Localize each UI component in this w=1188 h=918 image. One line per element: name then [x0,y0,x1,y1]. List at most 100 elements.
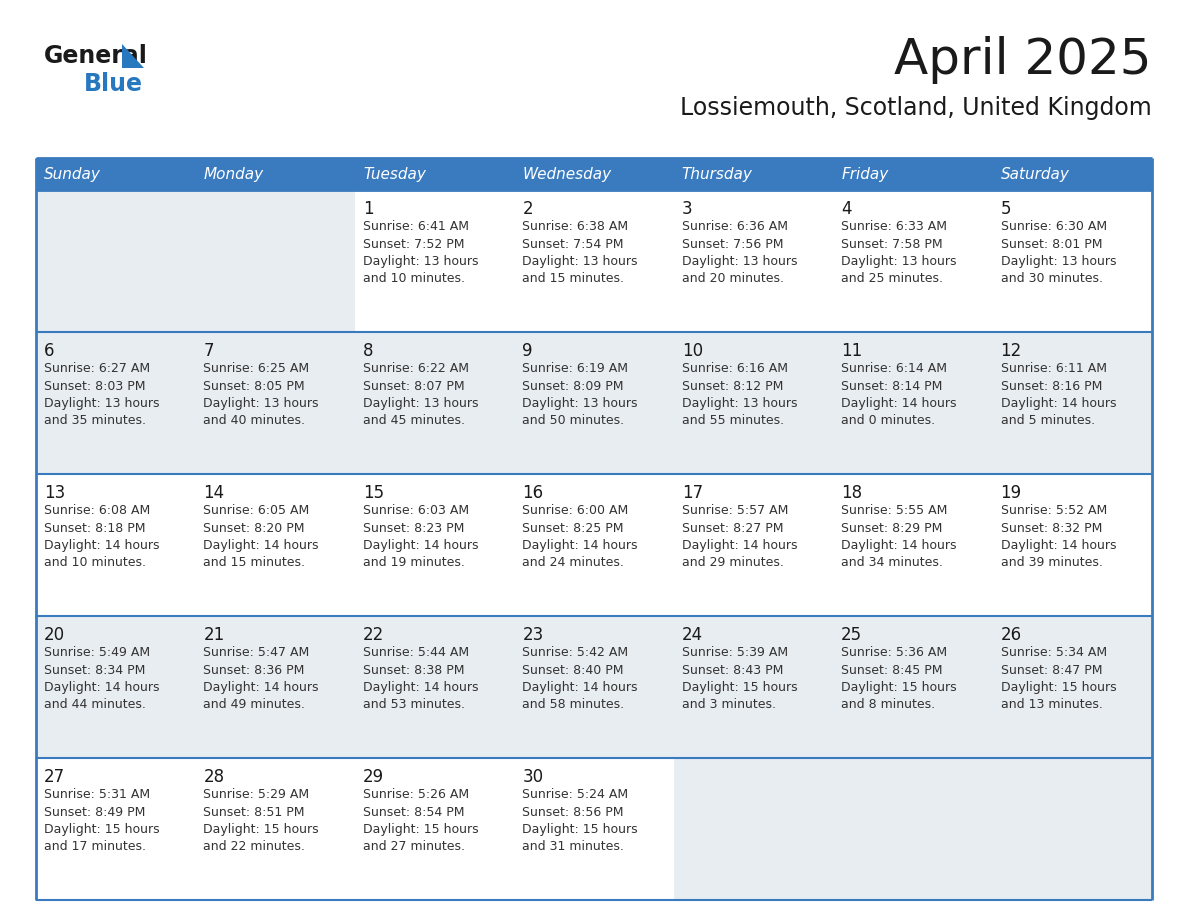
Text: Daylight: 13 hours: Daylight: 13 hours [523,255,638,268]
Text: Sunrise: 6:33 AM: Sunrise: 6:33 AM [841,220,947,233]
Text: and 31 minutes.: and 31 minutes. [523,841,624,854]
Bar [992,616,1152,758]
Text: Sunrise: 6:03 AM: Sunrise: 6:03 AM [362,504,469,517]
Text: Sunrise: 6:08 AM: Sunrise: 6:08 AM [44,504,150,517]
Text: 19: 19 [1000,484,1022,502]
Text: Daylight: 13 hours: Daylight: 13 hours [682,255,797,268]
Text: Sunrise: 5:49 AM: Sunrise: 5:49 AM [44,646,150,659]
Text: Friday: Friday [841,166,889,182]
Text: 11: 11 [841,342,862,360]
Text: and 44 minutes.: and 44 minutes. [44,699,146,711]
Text: Sunset: 8:16 PM: Sunset: 8:16 PM [1000,379,1102,393]
Bar [196,332,355,474]
Bar [992,158,1152,190]
Text: Daylight: 15 hours: Daylight: 15 hours [841,681,956,694]
Text: Wednesday: Wednesday [523,166,612,182]
Text: 4: 4 [841,200,852,218]
Text: Sunrise: 6:14 AM: Sunrise: 6:14 AM [841,362,947,375]
Text: and 0 minutes.: and 0 minutes. [841,415,935,428]
Text: Sunrise: 5:39 AM: Sunrise: 5:39 AM [682,646,788,659]
Text: and 39 minutes.: and 39 minutes. [1000,556,1102,569]
Text: Blue: Blue [84,72,143,96]
Text: and 40 minutes.: and 40 minutes. [203,415,305,428]
Bar [674,332,833,474]
Text: Sunrise: 6:19 AM: Sunrise: 6:19 AM [523,362,628,375]
Text: Lossiemouth, Scotland, United Kingdom: Lossiemouth, Scotland, United Kingdom [681,96,1152,120]
Text: Sunset: 8:51 PM: Sunset: 8:51 PM [203,805,305,819]
Bar [514,616,674,758]
Text: and 22 minutes.: and 22 minutes. [203,841,305,854]
Text: Sunrise: 6:41 AM: Sunrise: 6:41 AM [362,220,469,233]
Text: Sunset: 8:09 PM: Sunset: 8:09 PM [523,379,624,393]
Text: and 5 minutes.: and 5 minutes. [1000,415,1094,428]
Text: Daylight: 13 hours: Daylight: 13 hours [362,397,479,410]
Text: Daylight: 14 hours: Daylight: 14 hours [203,539,318,552]
Text: and 30 minutes.: and 30 minutes. [1000,273,1102,285]
Text: and 3 minutes.: and 3 minutes. [682,699,776,711]
Text: 17: 17 [682,484,703,502]
Bar [36,332,196,474]
Text: Daylight: 14 hours: Daylight: 14 hours [1000,539,1116,552]
Text: and 34 minutes.: and 34 minutes. [841,556,943,569]
Text: Daylight: 14 hours: Daylight: 14 hours [203,681,318,694]
Text: Tuesday: Tuesday [362,166,425,182]
Text: Daylight: 15 hours: Daylight: 15 hours [1000,681,1117,694]
Text: Sunrise: 6:38 AM: Sunrise: 6:38 AM [523,220,628,233]
Text: Sunrise: 6:11 AM: Sunrise: 6:11 AM [1000,362,1106,375]
Text: Daylight: 14 hours: Daylight: 14 hours [362,681,479,694]
Text: 28: 28 [203,768,225,786]
Bar [992,474,1152,616]
Text: 7: 7 [203,342,214,360]
Text: 24: 24 [682,626,703,644]
Text: Sunset: 8:25 PM: Sunset: 8:25 PM [523,521,624,534]
Text: Daylight: 15 hours: Daylight: 15 hours [682,681,797,694]
Text: and 45 minutes.: and 45 minutes. [362,415,465,428]
Text: Sunset: 7:54 PM: Sunset: 7:54 PM [523,238,624,251]
Text: and 13 minutes.: and 13 minutes. [1000,699,1102,711]
Bar [674,190,833,332]
Bar [833,616,992,758]
Bar [833,332,992,474]
Bar [355,616,514,758]
Text: Daylight: 15 hours: Daylight: 15 hours [44,823,159,836]
Text: Sunset: 8:47 PM: Sunset: 8:47 PM [1000,664,1102,677]
Text: Sunset: 8:49 PM: Sunset: 8:49 PM [44,805,145,819]
Text: Sunset: 8:29 PM: Sunset: 8:29 PM [841,521,942,534]
Bar [514,332,674,474]
Bar [36,616,196,758]
Text: Sunrise: 5:34 AM: Sunrise: 5:34 AM [1000,646,1107,659]
Text: and 55 minutes.: and 55 minutes. [682,415,784,428]
Text: 8: 8 [362,342,373,360]
Bar [355,332,514,474]
Bar [514,474,674,616]
Text: Sunset: 8:14 PM: Sunset: 8:14 PM [841,379,942,393]
Bar [674,616,833,758]
Text: Sunset: 8:43 PM: Sunset: 8:43 PM [682,664,783,677]
Text: Sunset: 8:03 PM: Sunset: 8:03 PM [44,379,145,393]
Text: Daylight: 14 hours: Daylight: 14 hours [841,397,956,410]
Text: Daylight: 14 hours: Daylight: 14 hours [44,539,159,552]
Bar [196,616,355,758]
Text: and 58 minutes.: and 58 minutes. [523,699,625,711]
Bar [674,758,833,900]
Text: Daylight: 15 hours: Daylight: 15 hours [523,823,638,836]
Text: 6: 6 [44,342,55,360]
Text: and 10 minutes.: and 10 minutes. [44,556,146,569]
Text: 21: 21 [203,626,225,644]
Text: Thursday: Thursday [682,166,752,182]
Text: 23: 23 [523,626,544,644]
Bar [514,758,674,900]
Text: 14: 14 [203,484,225,502]
Text: Sunrise: 5:57 AM: Sunrise: 5:57 AM [682,504,788,517]
Bar [833,474,992,616]
Text: 29: 29 [362,768,384,786]
Text: Sunrise: 6:16 AM: Sunrise: 6:16 AM [682,362,788,375]
Bar [36,190,196,332]
Bar [992,758,1152,900]
Text: and 20 minutes.: and 20 minutes. [682,273,784,285]
Text: Sunrise: 5:29 AM: Sunrise: 5:29 AM [203,788,310,801]
Text: and 17 minutes.: and 17 minutes. [44,841,146,854]
Text: Sunday: Sunday [44,166,101,182]
Text: Daylight: 14 hours: Daylight: 14 hours [362,539,479,552]
Text: 12: 12 [1000,342,1022,360]
